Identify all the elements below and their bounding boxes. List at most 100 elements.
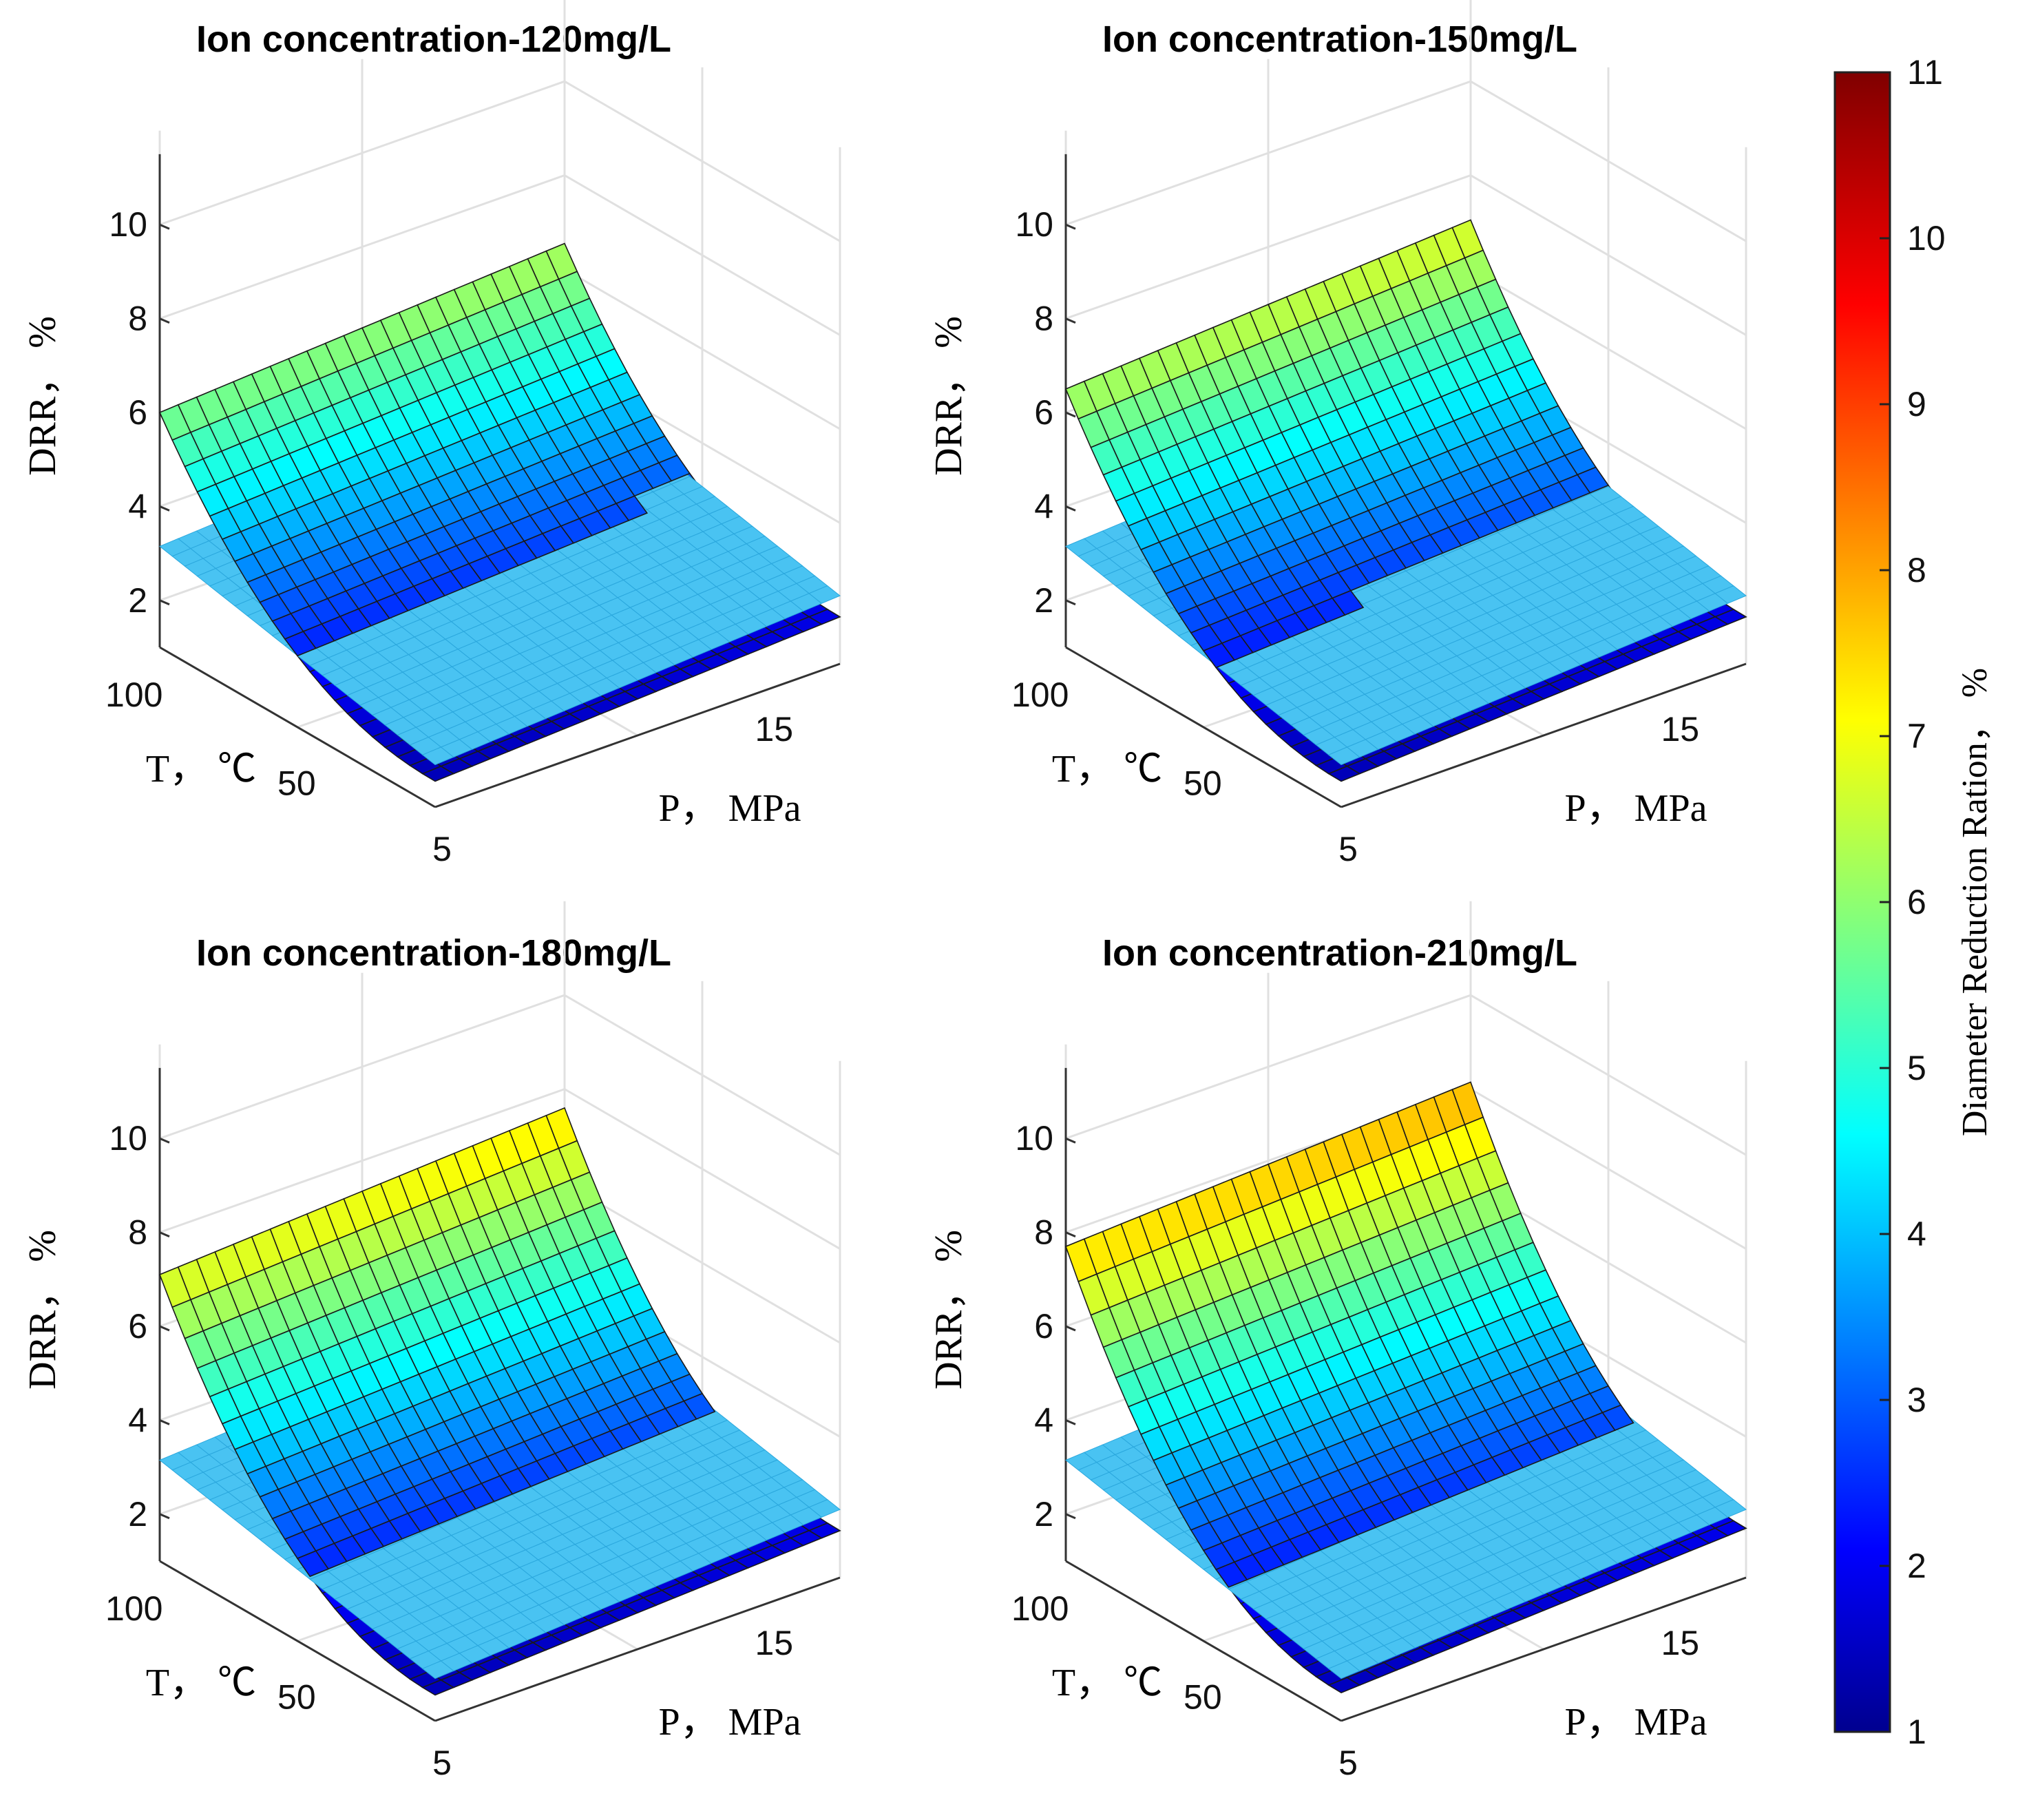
z-tick-mark [1065, 505, 1076, 512]
panel-axes: 2 4 6 8 10 50 100 5 15 DRR， % T， ℃ P， MPa [21, 154, 841, 868]
surface-cell [284, 631, 317, 657]
z-tick-mark [159, 317, 170, 324]
z-tick-label: 4 [1034, 487, 1053, 525]
panels-layer: Ion concentration-120mg/L 2 4 6 8 10 50 100 5 15 D… [21, 0, 1747, 1782]
grid-line-z [159, 80, 841, 242]
t-tick-label: 100 [1011, 676, 1069, 714]
p-axis-label: P， MPa [1565, 787, 1707, 830]
t-tick-label: 50 [277, 764, 316, 803]
colorbar-tick-label: 4 [1907, 1215, 1926, 1253]
colorbar-tick-label: 9 [1907, 385, 1926, 423]
z-tick-mark [1065, 317, 1076, 324]
colorbar-tick-label: 7 [1907, 717, 1926, 755]
t-axis-line [1065, 646, 1342, 808]
z-tick-mark [159, 1419, 170, 1425]
z-tick-mark [159, 505, 170, 512]
colorbar-tick-label: 6 [1907, 883, 1926, 921]
surface-cell [421, 765, 455, 782]
p-axis-label: P， MPa [1565, 1701, 1707, 1744]
z-tick-label: 2 [1034, 1495, 1053, 1534]
surface-group [1064, 1081, 1747, 1693]
z-tick-label: 10 [1015, 205, 1053, 244]
t-tick-label: 50 [277, 1678, 316, 1717]
z-tick-label: 2 [1034, 581, 1053, 620]
z-tick-label: 10 [1015, 1119, 1053, 1158]
z-tick-mark [1065, 1325, 1076, 1332]
p-tick-label: 15 [1661, 1624, 1699, 1662]
z-tick-label: 8 [128, 1213, 147, 1252]
p-axis-line [1341, 662, 1747, 808]
z-tick-label: 8 [1034, 300, 1053, 338]
z-tick-label: 4 [128, 487, 147, 525]
z-tick-label: 4 [1034, 1401, 1053, 1439]
z-tick-label: 6 [128, 1307, 147, 1346]
z-tick-mark [1065, 1231, 1076, 1237]
p-tick-label: 15 [755, 710, 793, 749]
colorbar-tick-label: 10 [1907, 219, 1946, 258]
t-axis-label: T， ℃ [146, 748, 256, 791]
z-tick-mark [1065, 223, 1076, 230]
t-tick-label: 100 [105, 1589, 162, 1628]
panel-3: Ion concentration-180mg/L 2 4 6 8 10 50 100 5 15 D… [21, 901, 841, 1782]
z-axis-label: DRR， % [927, 1230, 970, 1390]
z-tick-mark [159, 1231, 170, 1237]
z-tick-label: 10 [109, 205, 147, 244]
panel-title: Ion concentration-180mg/L [196, 932, 671, 974]
colorbar-tick-label: 8 [1907, 551, 1926, 589]
z-tick-mark [159, 1325, 170, 1332]
p-tick-label: 5 [432, 830, 452, 868]
z-tick-mark [1065, 1419, 1076, 1425]
p-tick-label: 5 [1338, 1744, 1358, 1782]
z-tick-mark [159, 1513, 170, 1520]
t-axis-label: T， ℃ [146, 1662, 256, 1704]
panel-1: Ion concentration-120mg/L 2 4 6 8 10 50 100 5 15 D… [21, 0, 841, 868]
z-tick-mark [159, 1137, 170, 1144]
p-tick-label: 15 [755, 1624, 793, 1662]
t-tick-label: 100 [1011, 1589, 1069, 1628]
z-tick-label: 6 [1034, 1307, 1053, 1346]
grid-line-z [159, 994, 841, 1156]
t-tick-label: 50 [1184, 764, 1222, 803]
colorbar-label: Diameter Reduction Ration， % [1955, 668, 1995, 1136]
panel-title: Ion concentration-150mg/L [1102, 19, 1577, 60]
z-axis-label: DRR， % [21, 316, 64, 476]
surface-group [158, 242, 841, 782]
panel-2: Ion concentration-150mg/L 2 4 6 8 10 50 100 5 15 D… [927, 0, 1747, 868]
t-axis-label: T， ℃ [1052, 1662, 1162, 1704]
surface-group [1064, 219, 1747, 782]
colorbar-tick-label: 5 [1907, 1049, 1926, 1087]
panel-title: Ion concentration-210mg/L [1102, 932, 1577, 974]
colorbar-tick-label: 11 [1907, 53, 1943, 92]
z-tick-label: 4 [128, 1401, 147, 1439]
z-tick-mark [1065, 1137, 1076, 1144]
z-axis-label: DRR， % [927, 316, 970, 476]
panel-4: Ion concentration-210mg/L 2 4 6 8 10 50 100 5 15 D… [927, 901, 1747, 1782]
p-axis-label: P， MPa [659, 1701, 801, 1744]
z-tick-mark [1065, 411, 1076, 418]
z-axis-label: DRR， % [21, 1230, 64, 1390]
panel-axes: 2 4 6 8 10 50 100 5 15 DRR， % T， ℃ P， MPa [927, 154, 1747, 868]
z-tick-label: 8 [1034, 1213, 1053, 1252]
p-tick-label: 5 [1338, 830, 1358, 868]
z-tick-label: 2 [128, 581, 147, 620]
colorbar: 1 2 3 4 5 6 7 8 9 10 11 Diameter Reduction Ration，… [1833, 53, 1995, 1751]
surface-cell [1327, 765, 1361, 782]
z-tick-mark [159, 223, 170, 230]
colorbar-tick-label: 3 [1907, 1381, 1926, 1419]
plane-cell [421, 746, 454, 766]
z-tick-label: 6 [1034, 393, 1053, 432]
p-tick-label: 5 [432, 1744, 452, 1782]
colorbar-tick-label: 2 [1907, 1547, 1926, 1585]
t-tick-label: 50 [1184, 1678, 1222, 1717]
t-axis-line [159, 646, 436, 808]
z-tick-mark [1065, 599, 1076, 606]
grid-line-z [1065, 80, 1747, 242]
z-tick-label: 8 [128, 300, 147, 338]
z-tick-mark [1065, 1513, 1076, 1520]
z-tick-mark [159, 599, 170, 606]
t-axis-label: T， ℃ [1052, 748, 1162, 791]
p-tick-label: 15 [1661, 710, 1699, 749]
p-axis-line [434, 662, 841, 808]
t-tick-label: 100 [105, 676, 162, 714]
